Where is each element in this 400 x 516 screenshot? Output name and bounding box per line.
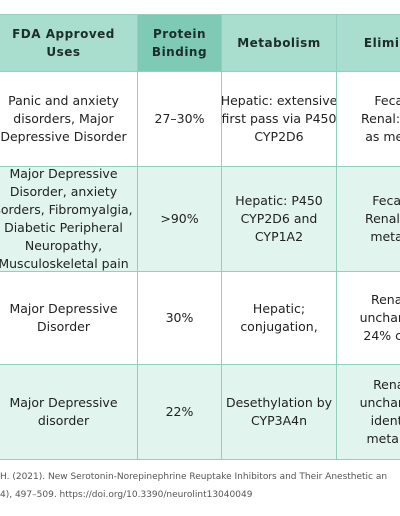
cell-text: conjugation, [240,319,318,334]
cell-text: Fecal: [372,193,400,208]
cell-text: Neuropathy, [24,238,103,253]
cell-text: Musculoskeletal pain [0,256,129,271]
cell-text: disorders, Major [13,111,114,126]
cell-text: Metabolism [237,36,321,50]
table-cell: Fecal: Renal: 7 metab [337,167,400,272]
cell-text: identif [370,413,400,428]
cell-text: as meta [365,129,400,144]
cell-text: Hepatic: P450 [235,193,323,208]
cell-text: 24% cha [363,328,400,343]
header-cell: Metabolism [222,14,337,72]
cell-text: Panic and anxiety [8,93,119,108]
cell-text: CYP2D6 [254,129,304,144]
cell-text: Renal: 7 [364,211,400,226]
table-cell: 22% [138,365,222,460]
cell-text: unchange [359,310,400,325]
cell-text: >90% [160,211,199,226]
cell-text: FDA Approved [12,27,115,41]
table-cell: 27–30% [138,72,222,167]
table-cell: Major Depressive Disorder [0,272,138,365]
cell-text: Fecal [374,93,400,108]
cell-text: Disorder [37,319,90,334]
table-cell: Panic and anxiety disorders, Major Depress… [0,72,138,167]
table-cell: Hepatic: P450 CYP2D6 and CYP1A2 [222,167,337,272]
cell-text: CYP2D6 and [240,211,318,226]
cell-text: Hepatic; [252,301,306,316]
cell-text: Hepatic: extensive [222,93,337,108]
cell-text: first pass via P450 [222,111,337,126]
cell-text: Binding [151,45,208,59]
cell-text: unchange [359,395,400,410]
table-cell: Desethylation by CYP3A4n [222,365,337,460]
cell-text: disorder [37,413,90,428]
cell-text: sorders, Fibromyalgia, [0,202,133,217]
footer-text: H. (2021). New Serotonin-Norepinephrine … [0,472,388,482]
table-cell: Fecal Renal: 87 as meta [337,72,400,167]
cell-text: Renal: 87 [361,111,400,126]
table-cell: Renal unchange identif metabo [337,365,400,460]
table-cell: Hepatic; conjugation, [222,272,337,365]
cell-text: 22% [165,404,194,419]
table-cell: Hepatic: extensive first pass via P450 CYP… [222,72,337,167]
cell-text: Depressive Disorder [0,129,127,144]
cell-text: Desethylation by [225,395,333,410]
cell-text: Elimina [363,36,400,50]
cell-text: Disorder, anxiety [9,184,118,199]
cell-text: Uses [46,45,81,59]
header-cell: FDA Approved Uses [0,14,138,72]
table-cell: Major Depressive disorder [0,365,138,460]
cell-text: Major Depressive [9,395,118,410]
cell-text: CYP3A4n [250,413,308,428]
cell-text: metab [370,229,400,244]
table-cell: Major Depressive Disorder, anxiety sorders… [0,167,138,272]
cell-text: Major Depressive [9,167,118,181]
table-cell: >90% [138,167,222,272]
cell-text: Major Depressive [9,301,118,316]
cell-text: Renal: [370,292,400,307]
cell-text: Renal [373,377,400,392]
cell-text: 30% [165,310,194,325]
cell-text: metabo [366,431,400,446]
cell-text: Protein [153,27,206,41]
footer-text: 4), 497–509. https://doi.org/10.3390/neu… [0,490,253,500]
header-cell: Protein Binding [138,14,222,72]
cell-text: CYP1A2 [254,229,304,244]
table-cell: 30% [138,272,222,365]
cell-text: Diabetic Peripheral [4,220,123,235]
header-cell: Elimina [337,14,400,72]
cell-text: 27–30% [154,111,205,126]
table-cell: Renal: unchange 24% cha [337,272,400,365]
